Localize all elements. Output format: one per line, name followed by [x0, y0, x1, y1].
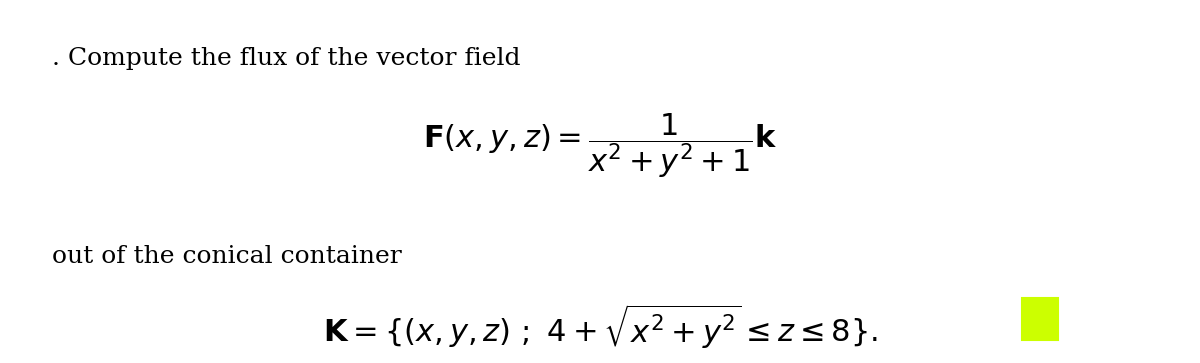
Text: $\mathbf{F}(x, y, z) = \dfrac{1}{x^2 + y^2 + 1}\mathbf{k}$: $\mathbf{F}(x, y, z) = \dfrac{1}{x^2 + y…: [422, 111, 778, 180]
Text: out of the conical container: out of the conical container: [52, 245, 402, 268]
Text: . Compute the flux of the vector field: . Compute the flux of the vector field: [52, 47, 521, 70]
FancyBboxPatch shape: [1022, 298, 1057, 340]
Text: $\mathbf{K} = \{(x, y, z)\ ;\ 4 + \sqrt{x^2 + y^2} \leq z \leq 8\}.$: $\mathbf{K} = \{(x, y, z)\ ;\ 4 + \sqrt{…: [323, 303, 877, 351]
